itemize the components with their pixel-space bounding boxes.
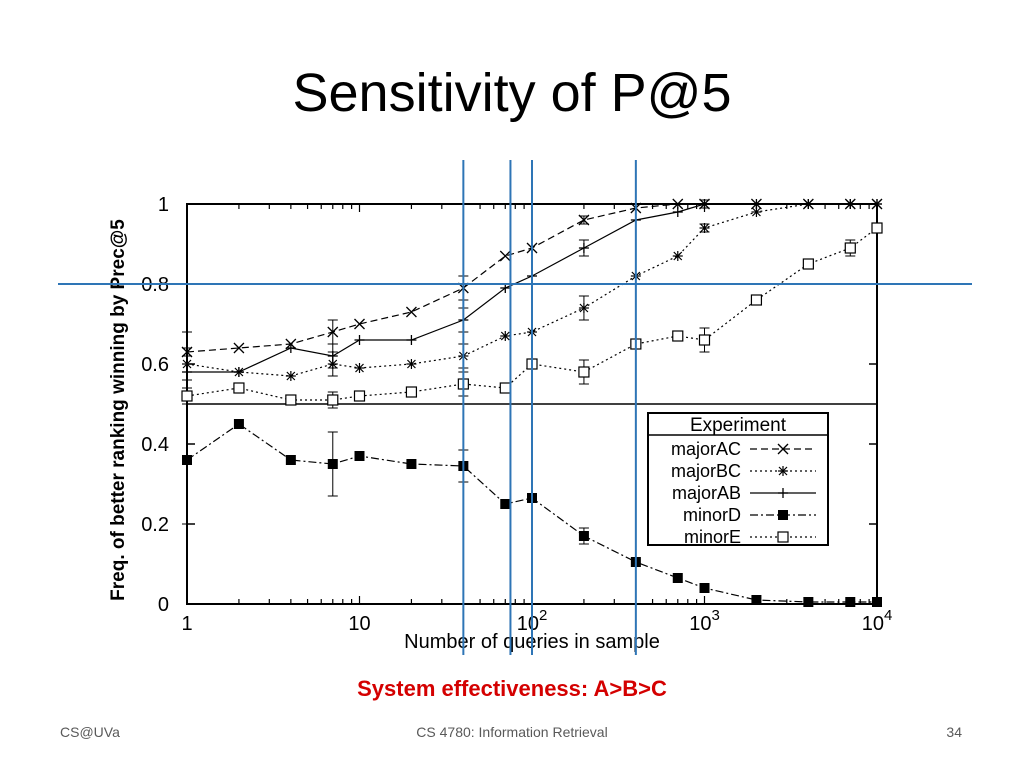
point-marker bbox=[802, 258, 814, 270]
series-line-minorE bbox=[186, 227, 878, 401]
legend-title: Experiment bbox=[690, 415, 787, 436]
point-marker bbox=[699, 583, 710, 593]
point-marker bbox=[672, 330, 684, 342]
footer-left: CS@UVa bbox=[60, 724, 120, 740]
point-marker bbox=[233, 342, 245, 354]
point-marker bbox=[672, 198, 684, 210]
point-marker bbox=[871, 222, 883, 234]
point-marker bbox=[698, 334, 711, 346]
point-marker bbox=[752, 207, 761, 217]
legend-label: majorAB bbox=[672, 483, 741, 503]
point-marker bbox=[499, 382, 511, 394]
point-marker bbox=[778, 466, 788, 476]
point-marker bbox=[233, 419, 244, 429]
point-marker bbox=[181, 390, 193, 402]
point-marker bbox=[327, 459, 338, 469]
point-marker bbox=[327, 326, 339, 338]
point-marker bbox=[844, 242, 856, 254]
point-marker bbox=[872, 597, 882, 607]
point-marker bbox=[578, 214, 590, 226]
x-tick-label: 103 bbox=[689, 607, 720, 635]
legend: Experiment majorACmajorBCmajorABminorDmin… bbox=[647, 412, 829, 547]
legend-label: majorBC bbox=[671, 461, 741, 481]
legend-label: majorAC bbox=[671, 439, 741, 459]
point-marker bbox=[500, 331, 510, 341]
point-marker bbox=[578, 366, 590, 378]
point-marker bbox=[777, 531, 789, 543]
y-axis-label: Freq. of better ranking winning by Prec@… bbox=[108, 219, 129, 601]
point-marker bbox=[672, 573, 683, 583]
point-marker bbox=[751, 595, 762, 605]
point-marker bbox=[354, 318, 365, 330]
caption: System effectiveness: A>B>C bbox=[357, 676, 667, 701]
point-marker bbox=[327, 394, 339, 406]
point-marker bbox=[803, 597, 814, 607]
point-marker bbox=[750, 294, 763, 306]
footer-center: CS 4780: Information Retrieval bbox=[416, 724, 608, 740]
point-marker bbox=[407, 359, 416, 369]
point-marker bbox=[500, 499, 511, 509]
legend-label: minorE bbox=[684, 527, 741, 547]
point-marker bbox=[845, 597, 856, 607]
x-tick-label: 104 bbox=[862, 607, 893, 635]
point-marker bbox=[700, 223, 709, 233]
point-marker bbox=[353, 390, 366, 402]
y-tick-label: 0 bbox=[158, 594, 169, 616]
legend-label: minorD bbox=[683, 505, 741, 525]
y-tick-label: 0.2 bbox=[141, 514, 169, 536]
point-marker bbox=[673, 251, 683, 261]
page-number: 34 bbox=[946, 724, 962, 740]
y-tick-label: 1 bbox=[158, 194, 169, 216]
point-marker bbox=[286, 371, 296, 381]
x-tick-label: 102 bbox=[517, 607, 548, 635]
slide-title: Sensitivity of P@5 bbox=[292, 63, 732, 123]
y-tick-label: 0.6 bbox=[141, 354, 169, 376]
point-marker bbox=[778, 510, 788, 520]
point-marker bbox=[405, 386, 418, 398]
point-marker bbox=[499, 250, 511, 262]
x-tick-label: 1 bbox=[181, 613, 192, 635]
point-marker bbox=[182, 455, 192, 465]
point-marker bbox=[579, 303, 589, 313]
point-marker bbox=[285, 394, 297, 406]
point-marker bbox=[285, 455, 296, 465]
point-marker bbox=[355, 363, 364, 373]
point-marker bbox=[406, 459, 417, 469]
point-marker bbox=[233, 382, 245, 394]
point-marker bbox=[405, 306, 417, 318]
point-marker bbox=[777, 443, 789, 455]
point-marker bbox=[578, 531, 589, 541]
x-tick-label: 10 bbox=[348, 613, 370, 635]
point-marker bbox=[354, 451, 365, 461]
y-tick-label: 0.4 bbox=[141, 434, 169, 456]
